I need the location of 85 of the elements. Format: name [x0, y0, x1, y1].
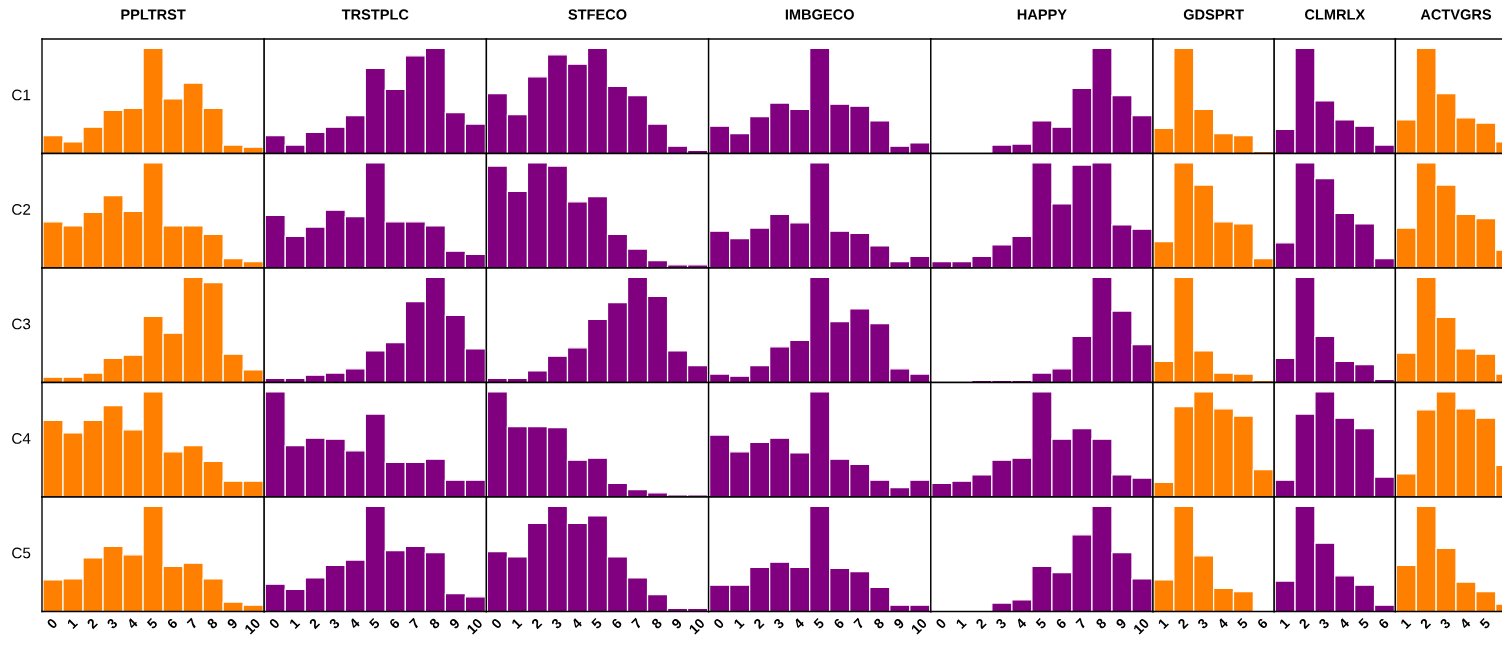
x-tick-label: 8 — [1095, 617, 1108, 630]
x-tick-label: 4 — [1216, 617, 1229, 630]
x-tick-label: 9 — [670, 617, 683, 630]
x-tick-label: 4 — [1015, 617, 1028, 630]
x-tick-label: 3 — [995, 617, 1007, 630]
x-tick-label: 3 — [1439, 617, 1452, 630]
x-tick-label: 2 — [530, 617, 543, 630]
chart-title: IMBGECO — [785, 9, 854, 20]
x-tick-label: 4 — [792, 617, 805, 630]
x-tick-label: 10 — [1132, 617, 1150, 635]
x-tick-label: 7 — [1075, 617, 1087, 630]
x-tick-label: 3 — [1196, 617, 1209, 630]
x-tick-label: 2 — [975, 617, 987, 630]
y-axis-title: C5 — [12, 547, 31, 559]
x-tick-label: 0 — [490, 617, 503, 630]
x-tick-label: 6 — [610, 617, 623, 630]
x-tick-label: 1 — [511, 617, 523, 630]
x-tick-label: 4 — [1337, 617, 1350, 630]
x-tick-label: 4 — [570, 617, 583, 630]
x-tick-label: 2 — [308, 617, 321, 630]
x-tick-label: 5 — [1357, 617, 1370, 630]
x-tick-label: 7 — [853, 617, 865, 630]
x-tick-label: 2 — [1177, 617, 1189, 630]
chart-title: ACTVGRS — [1420, 9, 1492, 20]
x-tick-label: 2 — [86, 617, 98, 630]
x-tick-label: 0 — [712, 617, 725, 630]
y-axis-title: C1 — [12, 89, 31, 101]
x-tick-label: 3 — [328, 617, 341, 630]
x-tick-label: 5 — [368, 617, 381, 630]
x-tick-label: 1 — [66, 617, 79, 630]
x-tick-label: 2 — [752, 617, 765, 630]
x-tick-label: 2 — [1419, 617, 1432, 630]
x-tick-label: 9 — [448, 617, 461, 630]
x-tick-label: 4 — [348, 617, 361, 630]
y-axis-title: C2 — [12, 204, 31, 215]
x-tick-label: 5 — [1236, 617, 1249, 630]
chart-title: PPLTRST — [121, 9, 186, 20]
x-tick-label: 4 — [1459, 617, 1472, 630]
x-tick-label: 1 — [1157, 617, 1169, 630]
x-tick-label: 8 — [428, 617, 441, 630]
x-tick-label: 10 — [688, 617, 706, 635]
x-tick-label: 8 — [873, 617, 885, 630]
x-tick-label: 6 — [833, 617, 845, 630]
x-tick-label: 10 — [466, 617, 484, 635]
x-tick-label: 8 — [650, 617, 663, 630]
x-tick-label: 1 — [733, 617, 745, 630]
x-tick-label: 3 — [106, 617, 119, 630]
x-tick-label: 6 — [1256, 617, 1269, 630]
x-tick-label: 2 — [1298, 617, 1310, 630]
chart-title: HAPPY — [1017, 9, 1067, 20]
x-tick-label: 7 — [186, 617, 198, 630]
x-tick-label: 5 — [813, 617, 825, 630]
x-tick-label: 5 — [590, 617, 603, 630]
y-axis-title: C4 — [12, 433, 31, 444]
y-axis-title: C3 — [12, 318, 31, 330]
x-tick-label: 0 — [268, 617, 281, 630]
x-tick-label: 1 — [955, 617, 967, 630]
x-tick-label: 3 — [550, 617, 563, 630]
x-tick-label: 6 — [1055, 617, 1067, 630]
x-tick-label: 10 — [244, 617, 261, 635]
x-tick-label: 3 — [772, 617, 785, 630]
chart-title: TRSTPLC — [341, 9, 409, 20]
x-tick-label: 5 — [1479, 617, 1491, 630]
chart-title: STFECO — [568, 9, 627, 20]
x-tick-label: 6 — [1377, 617, 1390, 630]
chart-title: CLMRLX — [1305, 9, 1366, 20]
x-tick-label: 9 — [1115, 617, 1127, 630]
x-tick-label: 9 — [226, 617, 239, 630]
chart-title: GDSPRT — [1183, 9, 1244, 20]
x-tick-label: 7 — [631, 617, 643, 630]
x-tick-label: 5 — [146, 617, 159, 630]
x-tick-label: 10 — [910, 617, 928, 635]
x-tick-label: 6 — [166, 617, 179, 630]
x-tick-label: 5 — [1035, 617, 1047, 630]
x-tick-label: 4 — [126, 617, 139, 630]
x-tick-label: 7 — [408, 617, 421, 630]
x-tick-label: 1 — [1278, 617, 1291, 630]
x-tick-label: 1 — [288, 617, 301, 630]
x-tick-label: 6 — [388, 617, 401, 630]
x-tick-label: 3 — [1318, 617, 1330, 630]
x-tick-label: 1 — [1400, 617, 1412, 630]
x-tick-label: 0 — [935, 617, 947, 630]
x-tick-label: 0 — [46, 617, 58, 630]
x-tick-label: 8 — [206, 617, 219, 630]
x-tick-label: 9 — [893, 617, 905, 630]
